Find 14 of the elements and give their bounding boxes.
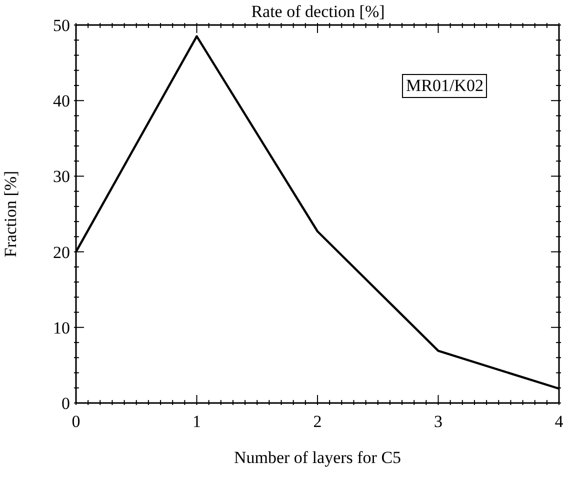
y-tick-label: 20 <box>53 242 70 262</box>
chart-title: Rate of dection [%] <box>250 2 386 22</box>
x-tick-label: 3 <box>434 412 442 431</box>
y-tick-label: 0 <box>62 394 70 413</box>
x-tick-label: 1 <box>192 412 201 431</box>
y-axis-title: Fraction [%] <box>1 170 20 258</box>
y-tick-label: 10 <box>53 318 70 338</box>
label-box: MR01/K02 <box>402 74 488 98</box>
x-tick-label: 2 <box>313 412 322 431</box>
y-tick-label: 50 <box>53 16 70 35</box>
y-tick-label: 40 <box>53 92 70 111</box>
y-tick-label: 30 <box>53 167 70 186</box>
x-axis-title: Number of layers for C5 <box>234 448 402 467</box>
x-tick-label: 4 <box>554 412 563 431</box>
